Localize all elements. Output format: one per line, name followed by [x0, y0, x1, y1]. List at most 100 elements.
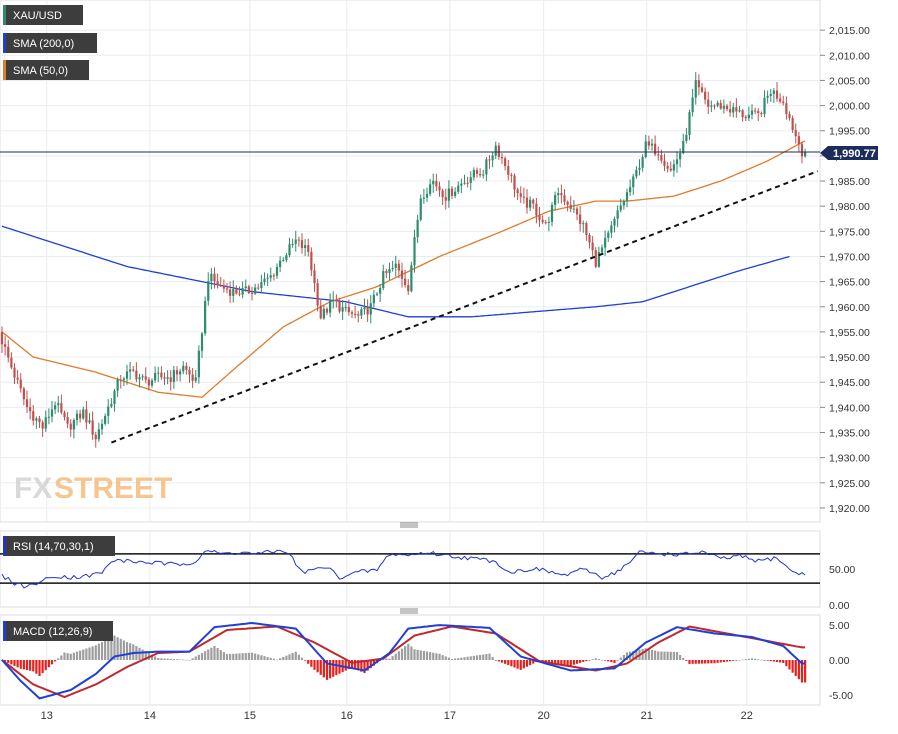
candle — [350, 310, 354, 319]
macd-hist-bar — [654, 650, 657, 660]
macd-hist-bar — [519, 660, 522, 670]
resize-handle-rsi[interactable] — [400, 522, 418, 528]
candle-body — [579, 214, 582, 225]
candle-body — [247, 286, 250, 293]
candle — [82, 406, 85, 420]
macd-hist-bar — [425, 651, 429, 660]
candle-body — [69, 423, 72, 430]
macd-hist-bar — [22, 660, 25, 670]
candle-body — [532, 199, 535, 204]
watermark-street: STREET — [54, 472, 172, 505]
macd-hist-bar — [250, 652, 254, 660]
candle-body — [754, 110, 757, 112]
candle-body — [325, 308, 329, 313]
y-tick-label: 2,015.00 — [829, 25, 870, 37]
macd-hist-bar — [616, 660, 619, 661]
macd-hist-bar — [563, 660, 566, 665]
candle-body — [19, 379, 22, 389]
candle-body — [47, 416, 50, 418]
candle-body — [275, 266, 279, 276]
candle — [429, 178, 432, 197]
macd-hist-bar — [82, 649, 85, 660]
macd-hist-bar — [610, 660, 613, 663]
candle — [604, 230, 607, 256]
candle — [272, 273, 275, 281]
candle — [388, 262, 391, 280]
candle-body — [457, 185, 460, 192]
candle — [85, 400, 88, 430]
candle-body — [82, 409, 85, 419]
candle — [735, 98, 738, 118]
macd-hist-bar — [172, 659, 175, 660]
candle-body — [466, 182, 469, 184]
macd-hist-bar — [472, 655, 475, 660]
last-price-text: 1,990.77 — [833, 148, 876, 160]
candle — [244, 279, 247, 292]
macd-hist-bar — [313, 660, 316, 670]
candle — [622, 199, 625, 210]
macd-hist-bar — [47, 660, 50, 668]
macd-hist-bar — [510, 660, 513, 667]
candle-body — [582, 223, 585, 225]
candle-body — [150, 380, 154, 386]
candle-body — [166, 377, 169, 379]
candle — [685, 127, 688, 144]
resize-handle-macd[interactable] — [400, 608, 418, 614]
macd-hist-bar — [788, 660, 791, 670]
candle-body — [744, 117, 747, 119]
macd-hist-bar — [282, 656, 285, 660]
candle-body — [347, 306, 350, 313]
candle — [322, 305, 325, 320]
macd-hist-bar — [525, 660, 529, 667]
candle — [300, 233, 304, 254]
macd-hist-bar — [588, 660, 591, 661]
candle-body — [460, 183, 463, 186]
candle — [329, 293, 332, 318]
candle — [629, 179, 632, 196]
macd-hist-bar — [322, 660, 325, 678]
candle — [354, 305, 357, 319]
macd-hist-bar — [32, 660, 35, 672]
candle — [260, 274, 263, 293]
macd-hist-bar — [641, 648, 644, 660]
candle-body — [75, 413, 79, 421]
candle — [188, 366, 191, 383]
candle — [307, 238, 310, 257]
candle — [694, 72, 697, 105]
candle — [282, 257, 285, 262]
candle — [504, 156, 507, 171]
macd-hist-bar — [325, 660, 329, 680]
candle-body — [113, 390, 116, 405]
candle — [791, 115, 794, 133]
candle — [688, 109, 691, 141]
candle-body — [147, 379, 150, 386]
candle-body — [191, 374, 194, 381]
trendline-layer — [111, 170, 818, 444]
candle-body — [663, 160, 666, 166]
candle — [10, 352, 13, 370]
candle — [347, 299, 350, 316]
candle-body — [391, 267, 394, 269]
candle — [147, 377, 150, 391]
candle — [594, 247, 597, 269]
macd-hist-bar — [479, 654, 482, 660]
candle-body — [779, 98, 782, 102]
macd-hist-bar — [419, 650, 422, 660]
macd-hist-bar — [72, 652, 75, 660]
candle — [191, 367, 194, 388]
macd-hist-bar — [725, 660, 729, 662]
macd-hist-bar — [113, 635, 116, 660]
candle-body — [469, 177, 472, 183]
macd-hist-bar — [144, 651, 147, 660]
macd-hist-bar — [138, 647, 141, 660]
candle-body — [207, 281, 210, 301]
macd-hist-bar — [369, 660, 372, 669]
candle-body — [516, 189, 519, 194]
candle — [288, 237, 291, 258]
candle-body — [338, 301, 341, 312]
candle — [332, 291, 335, 309]
candle-body — [472, 170, 475, 178]
macd-hist-bar — [704, 660, 707, 664]
y-tick-label: 1,985.00 — [829, 176, 870, 188]
candle-body — [541, 219, 544, 223]
